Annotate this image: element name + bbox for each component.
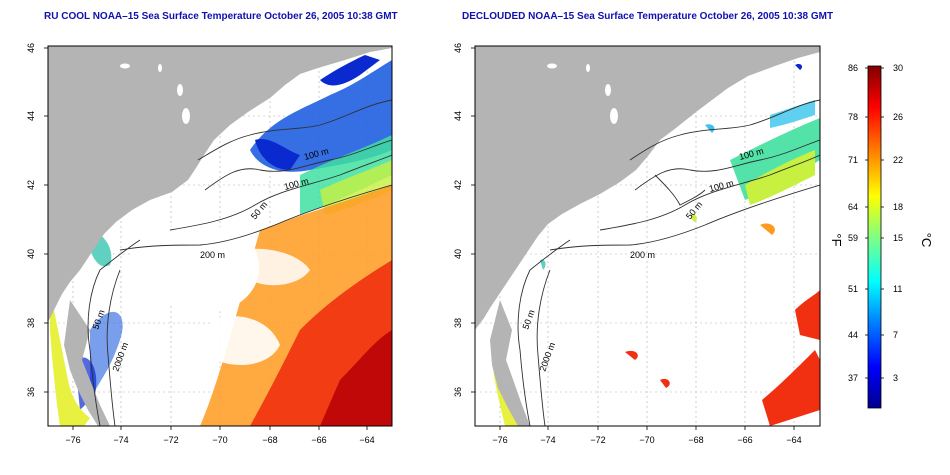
right-axes-frame [474, 45, 821, 427]
y-tick-label: 46 [453, 43, 463, 53]
left-land [48, 46, 392, 322]
x-tick-label: −64 [359, 435, 374, 445]
x-tick-label: −76 [65, 435, 80, 445]
x-tick-label: −68 [262, 435, 277, 445]
fahrenheit-tick-label: 44 [848, 330, 858, 340]
right-x-axis: −76 −74 −72 −70 −68 −66 −64 [492, 426, 802, 445]
y-tick-label: 40 [453, 249, 463, 259]
fahrenheit-tick-label: 71 [848, 155, 858, 165]
colorbar: 86 78 71 64 59 51 44 37 30 26 22 18 15 11 7 3 °F °C [829, 63, 934, 409]
fahrenheit-label: °F [829, 233, 844, 246]
left-contour-labels: 100 m 100 m 50 m 200 m 50 m 2000 m [90, 146, 329, 373]
x-tick-label: −66 [737, 435, 752, 445]
y-tick-label: 38 [453, 318, 463, 328]
celsius-label: °C [919, 233, 934, 248]
left-bathymetry-contours [87, 99, 392, 426]
fahrenheit-tick-label: 51 [848, 284, 858, 294]
left-map-panel: 100 m 100 m 50 m 200 m 50 m 2000 m −76 −7… [26, 43, 393, 445]
x-tick-label: −64 [786, 435, 801, 445]
celsius-tick-label: 7 [893, 330, 898, 340]
y-tick-label: 38 [26, 318, 36, 328]
celsius-tick-label: 15 [893, 233, 903, 243]
right-y-axis: 46 44 42 40 38 36 [453, 43, 475, 397]
x-tick-label: −72 [590, 435, 605, 445]
y-tick-label: 36 [453, 387, 463, 397]
y-tick-label: 42 [26, 180, 36, 190]
x-tick-label: −68 [688, 435, 703, 445]
x-tick-label: −70 [212, 435, 227, 445]
fahrenheit-tick-label: 59 [848, 233, 858, 243]
y-tick-label: 42 [453, 180, 463, 190]
colorbar-gradient [867, 65, 882, 409]
left-panel-title: RU COOL NOAA–15 Sea Surface Temperature … [44, 11, 398, 22]
right-map-panel: 100 m 100 m 50 m 200 m 50 m 2000 m −76 −7… [453, 43, 821, 445]
celsius-tick-label: 26 [893, 112, 903, 122]
y-tick-label: 40 [26, 249, 36, 259]
x-tick-label: −66 [311, 435, 326, 445]
right-land [475, 46, 820, 330]
fahrenheit-tick-label: 64 [848, 202, 858, 212]
y-tick-label: 44 [26, 111, 36, 121]
right-panel-title: DECLOUDED NOAA–15 Sea Surface Temperatur… [462, 11, 834, 22]
celsius-tick-label: 22 [893, 155, 903, 165]
y-tick-label: 36 [26, 387, 36, 397]
celsius-tick-label: 3 [893, 373, 898, 383]
x-tick-label: −74 [540, 435, 555, 445]
celsius-tick-label: 30 [893, 63, 903, 73]
fahrenheit-tick-label: 37 [848, 373, 858, 383]
colorbar-ticks: 86 78 71 64 59 51 44 37 30 26 22 18 15 11 7 3 [848, 63, 903, 383]
y-tick-label: 44 [453, 111, 463, 121]
left-x-axis: −76 −74 −72 −70 −68 −66 −64 [65, 426, 375, 445]
x-tick-label: −76 [492, 435, 507, 445]
svg-text:200 m: 200 m [630, 250, 655, 260]
fahrenheit-tick-label: 86 [848, 63, 858, 73]
celsius-tick-label: 18 [893, 202, 903, 212]
x-tick-label: −74 [113, 435, 128, 445]
celsius-tick-label: 11 [893, 284, 902, 294]
left-y-axis: 46 44 42 40 38 36 [26, 43, 48, 397]
right-bathymetry-contours [517, 99, 820, 426]
x-tick-label: −70 [639, 435, 654, 445]
x-tick-label: −72 [163, 435, 178, 445]
svg-text:200 m: 200 m [200, 250, 225, 260]
fahrenheit-tick-label: 78 [848, 112, 858, 122]
y-tick-label: 46 [26, 43, 36, 53]
